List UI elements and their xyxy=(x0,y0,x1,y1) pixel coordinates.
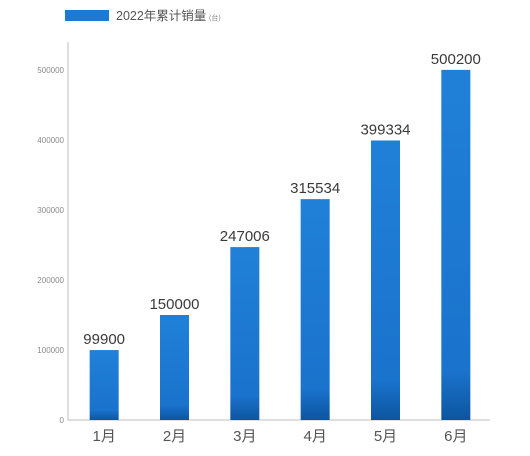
data-label: 500200 xyxy=(431,51,481,68)
bar-series xyxy=(89,69,471,421)
legend: 2022年累计销量 (台) xyxy=(65,9,221,23)
x-tick-label: 2月 xyxy=(163,428,186,445)
data-labels: 99900 150000 247006 315534 399334 500200 xyxy=(83,51,481,348)
bar xyxy=(300,199,330,420)
x-tick-label: 3月 xyxy=(233,428,256,445)
bar xyxy=(441,69,471,421)
data-label: 399334 xyxy=(360,121,410,138)
x-tick-label: 5月 xyxy=(374,428,397,445)
bar xyxy=(89,350,119,420)
bar xyxy=(230,247,260,420)
y-tick-label: 400000 xyxy=(37,136,64,145)
legend-swatch xyxy=(65,10,109,21)
data-label: 150000 xyxy=(149,296,199,313)
data-label: 99900 xyxy=(83,331,125,348)
y-tick-label: 300000 xyxy=(37,206,64,215)
x-tick-label: 4月 xyxy=(303,428,326,445)
y-axis-ticks: 0 100000 200000 300000 400000 500000 xyxy=(37,66,64,425)
x-tick-label: 6月 xyxy=(444,428,467,445)
y-tick-label: 200000 xyxy=(37,276,64,285)
bar xyxy=(371,140,400,421)
x-tick-label: 1月 xyxy=(92,428,115,445)
y-tick-label: 0 xyxy=(60,416,65,425)
data-label: 315534 xyxy=(290,180,340,197)
data-label: 247006 xyxy=(220,228,270,245)
legend-unit: (台) xyxy=(209,13,221,22)
bar xyxy=(160,315,189,420)
legend-label: 2022年累计销量 xyxy=(116,9,206,23)
y-tick-label: 500000 xyxy=(37,66,64,75)
y-tick-label: 100000 xyxy=(37,346,64,355)
x-axis-labels: 1月 2月 3月 4月 5月 6月 xyxy=(92,428,467,445)
